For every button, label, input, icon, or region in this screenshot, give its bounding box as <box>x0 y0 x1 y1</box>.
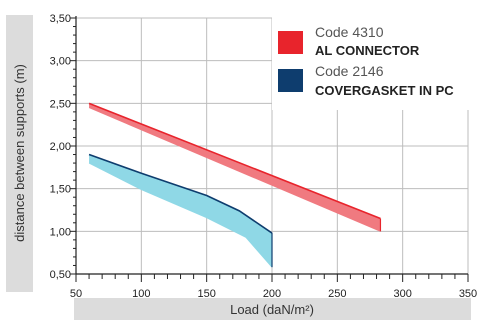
series-band-covergasket-in-pc <box>89 154 272 268</box>
y-tick-label: 2,00 <box>50 141 71 153</box>
legend-label-al-connector: AL CONNECTOR <box>315 43 420 58</box>
x-tick-label: 350 <box>459 288 477 300</box>
legend: Code 4310 AL CONNECTOR Code 2146 COVERGA… <box>272 17 470 110</box>
y-tick-label: 1,00 <box>50 226 71 238</box>
y-tick-label: 1,50 <box>50 184 71 196</box>
plot-area: 50 100 150 200 250 300 350 0,50 1,00 1,50 2,00 2,50… <box>50 13 478 300</box>
y-tick-label: 0,50 <box>50 269 71 281</box>
legend-swatch-al-connector <box>278 31 303 54</box>
x-tick-label: 300 <box>393 288 411 300</box>
series-upper-line-covergasket-in-pc <box>88 153 273 234</box>
x-tick-label: 150 <box>197 288 215 300</box>
x-axis-title: Load (daN/m²) <box>230 302 314 317</box>
legend-code-4310: Code 4310 <box>315 24 384 40</box>
legend-code-2146: Code 2146 <box>315 63 384 79</box>
x-axis-title-band <box>74 298 471 320</box>
y-axis-title-band <box>6 15 33 292</box>
y-axis-title: distance between supports (m) <box>12 64 27 242</box>
series-upper-line-al-connector <box>88 102 381 220</box>
series-lower-line-al-connector <box>88 107 381 232</box>
x-tick-label: 200 <box>263 288 281 300</box>
x-tick-label: 100 <box>132 288 150 300</box>
legend-background <box>272 17 470 110</box>
series-band-al-connector <box>89 103 381 232</box>
legend-swatch-covergasket <box>278 69 303 92</box>
y-tick-label: 2,50 <box>50 98 71 110</box>
series-lower-line-covergasket-in-pc <box>88 162 273 268</box>
legend-label-covergasket: COVERGASKET IN PC <box>315 83 454 98</box>
y-tick-label: 3,00 <box>50 56 71 68</box>
y-tick-label: 3,50 <box>50 13 71 25</box>
x-tick-label: 50 <box>70 288 82 300</box>
series-layer <box>88 102 382 268</box>
tick-labels: 50 100 150 200 250 300 350 0,50 1,00 1,50 2,00 2,50… <box>50 13 478 300</box>
x-tick-label: 250 <box>328 288 346 300</box>
axes <box>70 16 469 282</box>
